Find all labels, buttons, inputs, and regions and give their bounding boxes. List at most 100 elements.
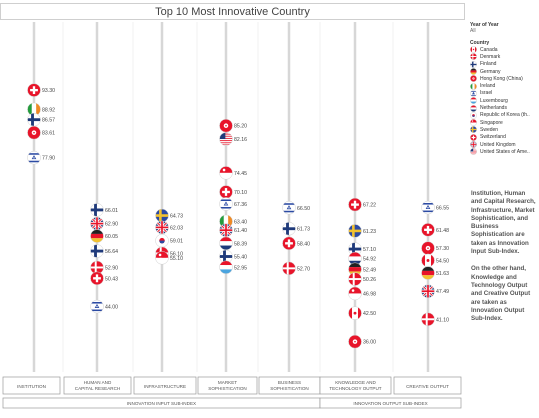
group-label-box — [319, 397, 462, 409]
legend-item-uk[interactable]: United Kingdom — [470, 141, 538, 148]
group-label: INNOVATION INPUT SUB-INDEX — [127, 401, 196, 406]
data-label: 52.70 — [297, 266, 310, 272]
data-label: 52.90 — [105, 265, 118, 271]
legend-label: Netherlands — [480, 105, 507, 112]
data-point-canada[interactable]: 54.50 — [421, 253, 450, 268]
filter-value[interactable]: All — [470, 28, 476, 34]
data-point-finland[interactable]: 86.57 — [27, 112, 56, 127]
data-label: 52.95 — [234, 265, 247, 271]
data-point-germany[interactable]: 51.63 — [421, 266, 450, 280]
data-point-netherlands[interactable]: 58.39 — [219, 236, 248, 251]
legend-label: Ireland — [480, 83, 496, 90]
data-point-finland[interactable]: 57.10 — [348, 242, 377, 256]
legend-label: Finland — [480, 61, 497, 68]
legend-item-luxembourg[interactable]: Luxembourg — [470, 97, 538, 105]
data-point-uk[interactable]: 62.90 — [90, 216, 119, 231]
legend-item-switzerland[interactable]: Switzerland — [470, 133, 538, 141]
data-point-switzerland[interactable]: 61.48 — [421, 223, 450, 237]
data-point-switzerland[interactable]: 67.22 — [348, 197, 377, 212]
legend-item-ireland[interactable]: Ireland — [470, 82, 538, 90]
data-label: 61.23 — [363, 229, 376, 235]
category-label: KNOWLEDGE AND — [335, 380, 376, 385]
data-point-germany[interactable]: 60.05 — [90, 229, 119, 243]
data-point-israel[interactable]: 67.36 — [219, 197, 248, 211]
legend-label: Switzerland — [480, 134, 506, 141]
data-label: 85.20 — [234, 124, 247, 130]
legend-item-sweden[interactable]: Sweden — [470, 126, 538, 134]
legend-item-denmark[interactable]: Denmark — [470, 53, 538, 61]
legend-item-usa[interactable]: United States of Ame.. — [470, 148, 538, 156]
germany-flag-icon — [470, 68, 477, 75]
data-point-sweden[interactable]: 64.73 — [155, 208, 184, 223]
data-label: 74.45 — [234, 171, 247, 177]
category-label-box — [63, 376, 132, 395]
chart-points: 93.30 88.92 86.57 83.61 77.90 66.01 62.90 60.05… — [27, 83, 450, 349]
category-label-box — [197, 376, 258, 395]
data-point-uk[interactable]: 61.40 — [219, 223, 248, 237]
legend-item-hongkong[interactable]: Hong Kong (China) — [470, 75, 538, 83]
data-point-denmark[interactable]: 50.26 — [348, 272, 377, 286]
data-label: 63.40 — [234, 219, 247, 225]
data-point-singapore[interactable]: 55.10 — [155, 251, 184, 265]
data-point-uk[interactable]: 62.03 — [155, 220, 184, 235]
data-point-hongkong[interactable]: 83.61 — [27, 125, 56, 140]
data-point-finland[interactable]: 66.01 — [90, 203, 119, 217]
data-point-switzerland[interactable]: 58.40 — [282, 236, 311, 251]
legend-label: United Kingdom — [480, 141, 516, 148]
data-point-uk[interactable]: 47.49 — [421, 284, 450, 298]
data-point-switzerland[interactable]: 50.43 — [90, 271, 119, 286]
data-point-switzerland[interactable]: 70.10 — [219, 185, 248, 199]
legend-item-canada[interactable]: Canada — [470, 46, 538, 54]
legend-item-germany[interactable]: Germany — [470, 68, 538, 75]
data-point-hongkong[interactable]: 57.30 — [421, 241, 450, 255]
chart-axes — [32, 22, 430, 372]
switzerland-flag-icon — [470, 133, 477, 141]
legend: Year of Year All Country Canada Denmark Fi… — [470, 22, 538, 156]
data-label: 88.92 — [42, 107, 55, 113]
legend-item-finland[interactable]: Finland — [470, 60, 538, 68]
data-label: 60.05 — [105, 234, 118, 240]
data-point-israel[interactable]: 66.55 — [421, 200, 450, 215]
data-point-finland[interactable]: 56.64 — [90, 244, 119, 258]
chart-area: 93.30 88.92 86.57 83.61 77.90 66.01 62.90 60.05… — [2, 22, 462, 409]
data-point-denmark[interactable]: 52.70 — [282, 261, 311, 276]
category-label-box — [319, 376, 392, 395]
data-point-denmark[interactable]: 41.10 — [421, 312, 450, 327]
legend-item-israel[interactable]: Israel — [470, 89, 538, 97]
data-label: 36.00 — [363, 340, 376, 346]
canada-flag-icon — [470, 46, 477, 54]
data-point-sweden[interactable]: 61.23 — [348, 224, 377, 238]
category-label: SOPHISTICATION — [208, 386, 246, 391]
legend-item-netherlands[interactable]: Netherlands — [470, 104, 538, 112]
legend-item-korea[interactable]: Republic of Korea (th.. — [470, 111, 538, 119]
data-label: 86.57 — [42, 118, 55, 124]
data-point-korea[interactable]: 59.01 — [155, 233, 184, 248]
data-point-switzerland[interactable]: 93.30 — [27, 83, 56, 97]
data-point-israel[interactable]: 66.50 — [282, 201, 311, 215]
data-point-singapore[interactable]: 46.98 — [348, 286, 377, 301]
data-point-singapore[interactable]: 74.45 — [219, 166, 248, 180]
legend-label: United States of Ame.. — [480, 148, 530, 155]
data-label: 61.48 — [436, 228, 449, 234]
category-label: CAPITAL RESEARCH — [75, 386, 120, 391]
category-label: MARKET — [218, 380, 237, 385]
data-point-luxembourg[interactable]: 52.95 — [219, 260, 248, 275]
data-label: 61.73 — [297, 227, 310, 233]
data-point-hongkong[interactable]: 36.00 — [348, 334, 377, 349]
data-label: 66.55 — [436, 206, 449, 212]
luxembourg-flag-icon — [470, 97, 477, 105]
data-point-israel[interactable]: 77.90 — [27, 150, 56, 165]
data-label: 55.10 — [170, 256, 183, 262]
legend-item-singapore[interactable]: Singapore — [470, 119, 538, 127]
legend-label: Singapore — [480, 119, 503, 126]
data-point-canada[interactable]: 42.50 — [348, 306, 377, 320]
legend-label: Hong Kong (China) — [480, 75, 523, 82]
data-point-hongkong[interactable]: 85.20 — [219, 118, 248, 133]
data-point-finland[interactable]: 61.73 — [282, 221, 311, 236]
singapore-flag-icon — [470, 119, 477, 127]
data-point-denmark[interactable]: 52.90 — [90, 260, 119, 275]
data-point-israel[interactable]: 44.00 — [90, 299, 119, 314]
data-point-usa[interactable]: 82.16 — [219, 132, 248, 146]
israel-flag-icon — [470, 89, 477, 97]
data-label: 58.40 — [297, 241, 310, 247]
